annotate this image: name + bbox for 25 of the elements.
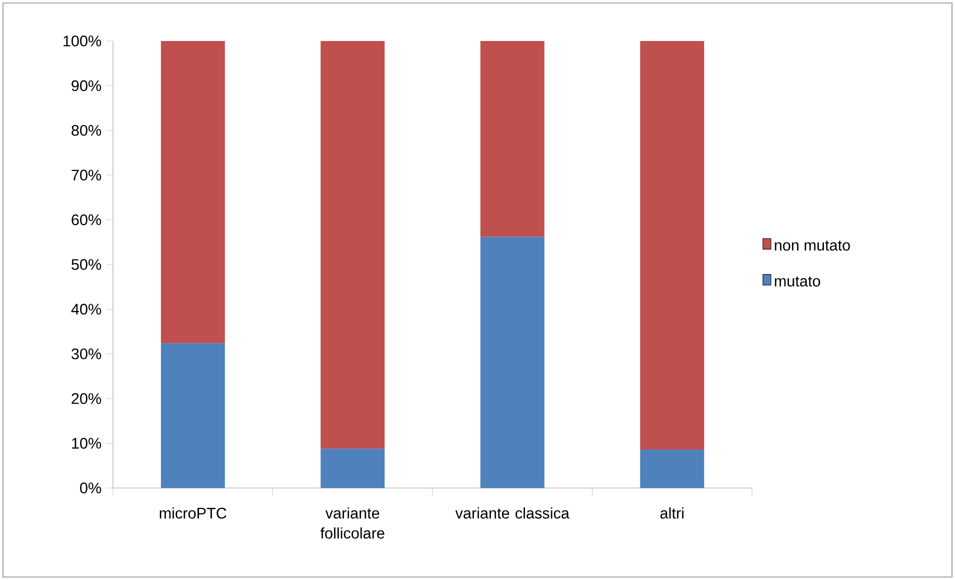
bar [160,40,225,344]
bar [480,40,544,237]
bar [320,448,385,488]
bar [160,343,225,488]
x-tick-label: variante classica [455,507,570,519]
legend-label: mutato [774,276,820,287]
y-tick-label: 50% [72,259,102,270]
bar [640,450,704,488]
y-tick-label: 0% [80,482,102,494]
y-tick-label: 10% [72,438,102,449]
y-tick-label: 100% [64,36,102,46]
x-tick-label: altri [660,507,684,519]
y-tick-label: 90% [72,80,102,92]
y-tick-label: 30% [72,348,102,360]
y-tick-label: 60% [72,214,102,226]
y-tick-label: 70% [72,170,102,181]
x-tick-label: variante follicolare [320,507,384,539]
y-tick-label: 40% [71,304,102,315]
bar [640,40,704,450]
bar [480,236,544,488]
y-tick-label: 20% [72,393,102,404]
x-tick-label: microPTC [160,507,226,519]
y-tick-label: 80% [72,124,102,136]
bar [320,40,385,449]
legend-label: non mutato [774,240,850,251]
